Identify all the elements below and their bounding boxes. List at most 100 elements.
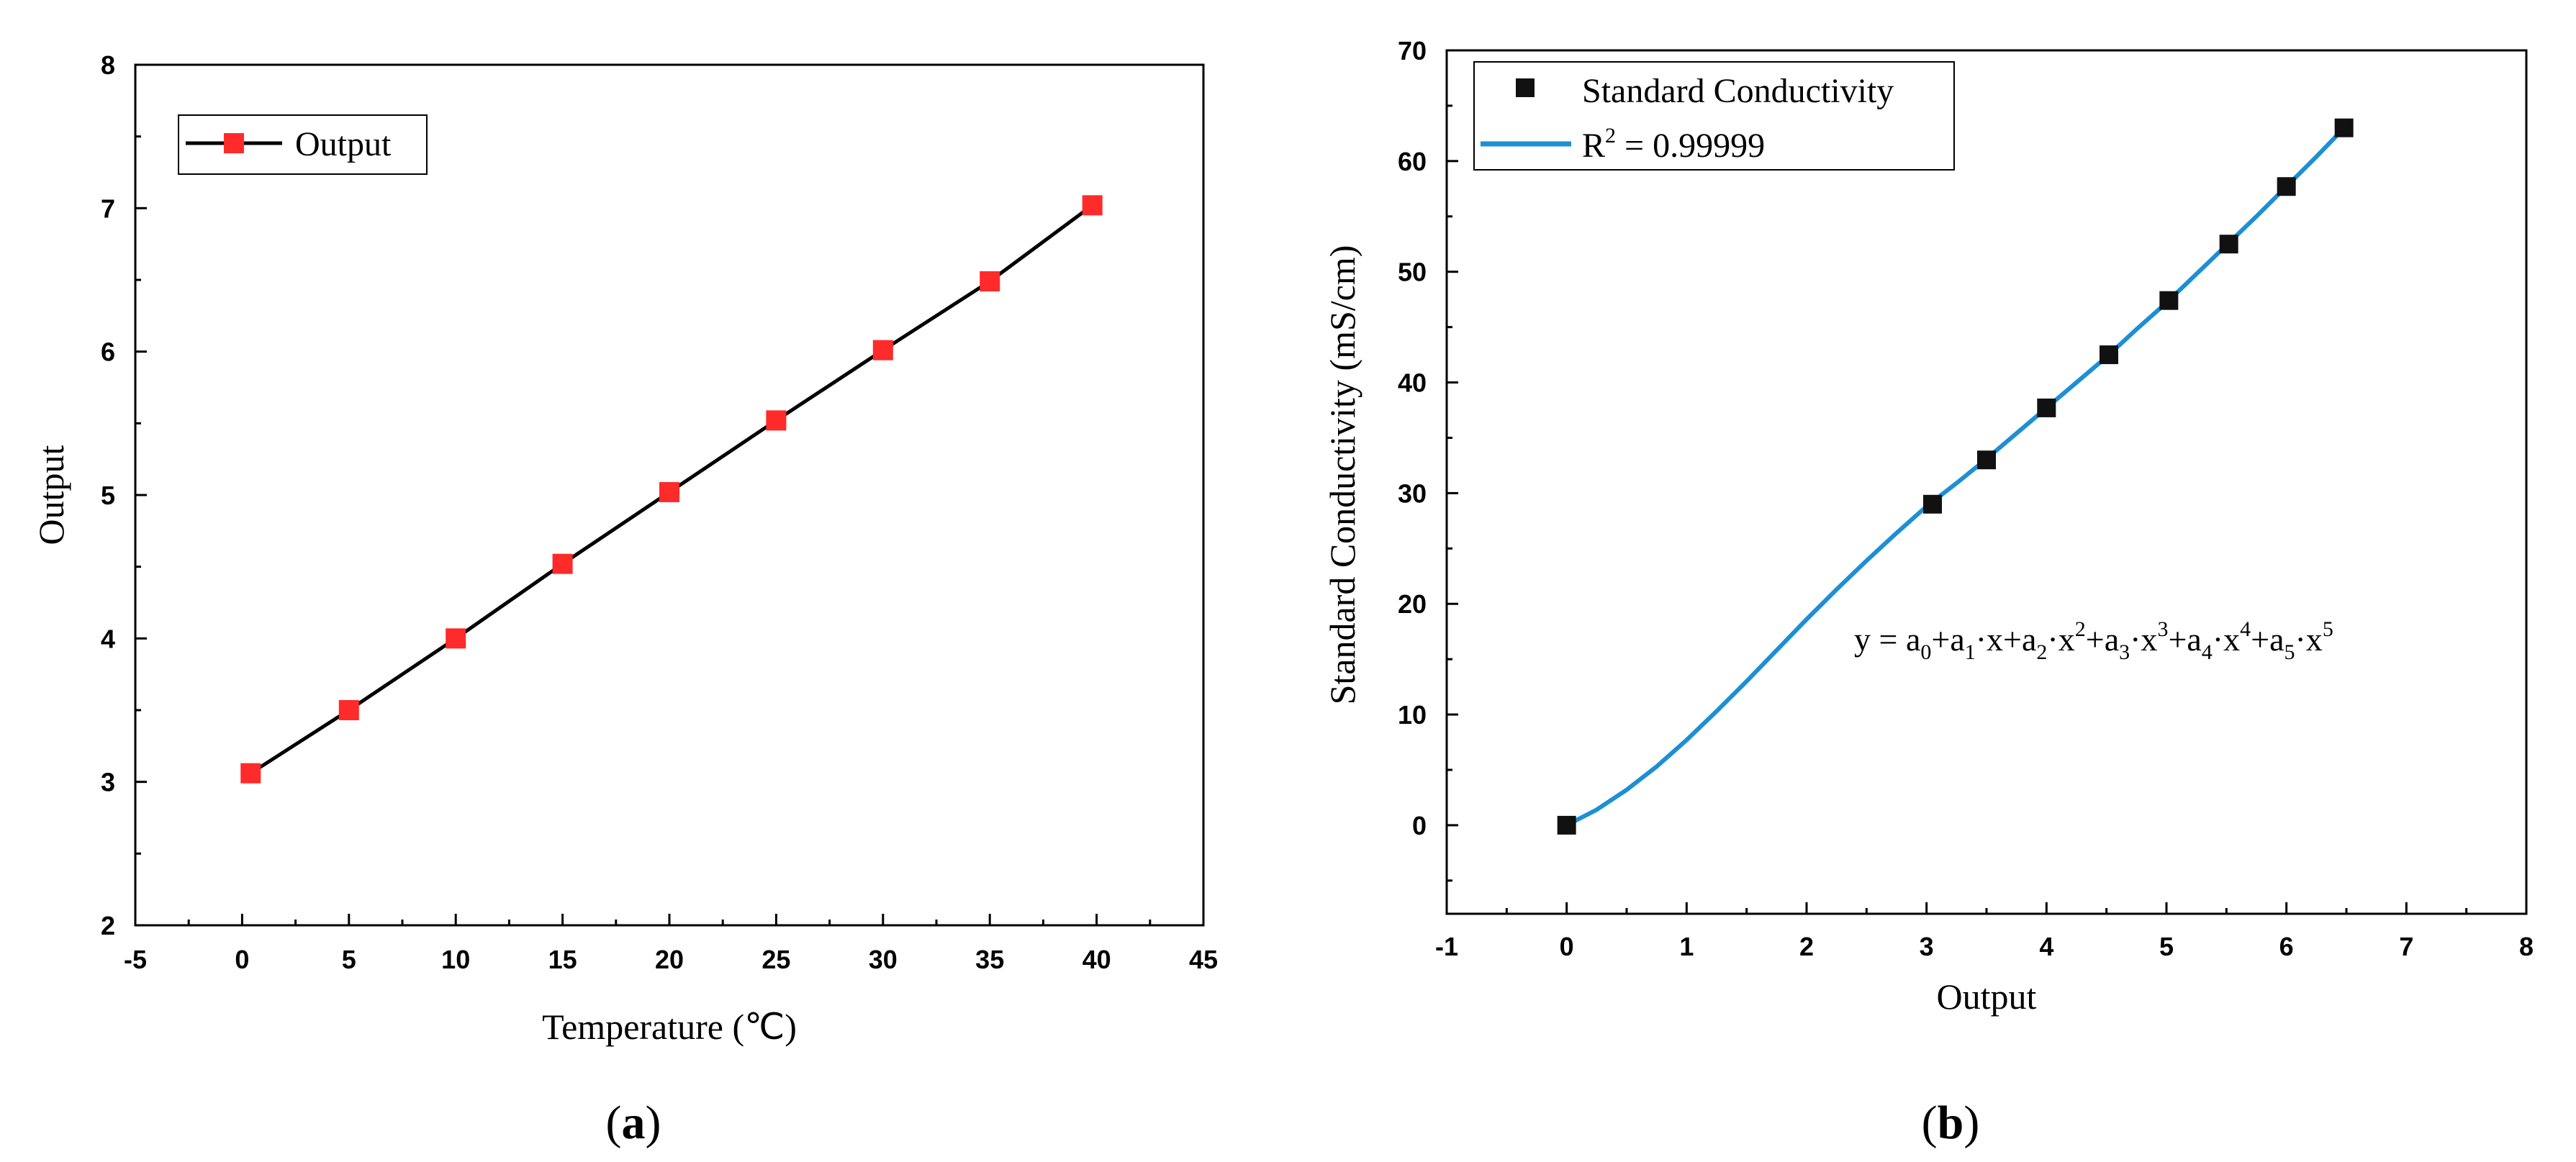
legend-marker-icon-output — [224, 133, 244, 153]
x-axis-title-b: Output — [1937, 976, 2037, 1017]
panel-label-a-letter: a — [622, 1097, 646, 1149]
legend-label-output: Output — [295, 125, 392, 163]
output-point — [872, 340, 893, 360]
conductivity-point — [2159, 291, 2179, 310]
y-tick-label-a: 7 — [101, 194, 115, 223]
fit-equation: y = a0+a1·x+a2·x2+a3·x3+a4·x4+a5·x5 — [1854, 617, 2333, 664]
y-tick-label-a: 4 — [101, 624, 115, 653]
eq-x1: ·x+a — [1976, 621, 2037, 658]
x-tick-label-a: 10 — [441, 945, 470, 974]
legend-fit-prefix: R — [1582, 127, 1605, 165]
x-tick-label-b: 6 — [2279, 932, 2294, 961]
y-tick-label-a: 2 — [101, 911, 115, 940]
output-point — [766, 410, 787, 431]
output-point — [552, 553, 573, 574]
conductivity-point — [2277, 177, 2296, 196]
x-tick-label-a: 20 — [655, 945, 684, 974]
panel-label-b: (b) — [1922, 1097, 1980, 1149]
x-tick-label-b: 4 — [2039, 932, 2053, 961]
y-tick-label-b: 20 — [1398, 589, 1427, 619]
y-tick-label-a: 3 — [101, 768, 115, 797]
y-tick-label-a: 5 — [101, 481, 115, 510]
eq-exp-3: 3 — [2157, 617, 2168, 641]
y-axis-title-b: Standard Conductivity (mS/cm) — [1322, 245, 1362, 705]
x-tick-label-b: 1 — [1679, 932, 1694, 961]
x-tick-label-a: 5 — [342, 945, 356, 974]
panel-label-a: (a) — [606, 1097, 661, 1149]
eq-x5: ·x — [2295, 621, 2322, 658]
conductivity-point — [2219, 235, 2238, 254]
output-point — [446, 628, 466, 649]
eq-sub-3: 3 — [2119, 640, 2130, 664]
conductivity-point — [1923, 494, 1942, 514]
panel-label-b-letter: b — [1938, 1097, 1964, 1149]
output-point — [1082, 195, 1103, 216]
output-point — [659, 482, 679, 503]
y-tick-label-b: 10 — [1398, 700, 1427, 730]
x-tick-label-a: 45 — [1189, 945, 1218, 974]
y-tick-label-b: 0 — [1412, 811, 1427, 840]
legend-a: Output — [178, 114, 428, 175]
x-tick-label-b: 5 — [2159, 932, 2174, 961]
eq-x3: ·x — [2130, 621, 2157, 658]
eq-x2: ·x — [2047, 621, 2074, 658]
eq-a3: +a — [2086, 621, 2119, 658]
x-tick-label-a: 25 — [761, 945, 790, 974]
eq-sub-4: 4 — [2202, 640, 2213, 664]
eq-a5: +a — [2251, 621, 2284, 658]
conductivity-point — [1557, 815, 1576, 835]
series-output — [240, 195, 1103, 784]
conductivity-point — [1977, 450, 1996, 470]
legend-b: Standard Conductivity R2 = 0.99999 — [1473, 61, 1955, 171]
y-tick-label-b: 70 — [1398, 36, 1427, 65]
legend-fit-suffix: = 0.99999 — [1616, 127, 1765, 165]
plot-frame-b — [1445, 49, 2528, 915]
eq-a0: a — [1906, 621, 1920, 658]
output-point — [980, 271, 1000, 291]
legend-marker-icon-conductivity — [1516, 78, 1535, 97]
conductivity-point — [2100, 345, 2118, 365]
x-tick-label-b: 3 — [1920, 932, 1934, 961]
eq-sub-2: 2 — [2036, 640, 2047, 664]
eq-a4: +a — [2168, 621, 2201, 658]
y-axis-title-a: Output — [31, 445, 71, 545]
eq-sub-0: 0 — [1920, 640, 1931, 664]
series-standard-conductivity — [1557, 118, 2354, 835]
x-tick-label-b: -1 — [1435, 932, 1458, 961]
x-tick-label-a: 30 — [869, 945, 898, 974]
eq-sub-5: 5 — [2284, 640, 2295, 664]
fit-curve — [1565, 124, 2349, 827]
eq-exp-5: 5 — [2323, 617, 2333, 641]
x-tick-label-a: 35 — [975, 945, 1004, 974]
y-tick-label-a: 8 — [101, 50, 115, 80]
x-tick-label-a: 40 — [1083, 945, 1111, 974]
y-tick-label-b: 60 — [1398, 147, 1427, 176]
eq-x4: ·x — [2213, 621, 2240, 658]
y-tick-label-a: 6 — [101, 337, 115, 367]
series-fit-curve — [1565, 124, 2349, 827]
eq-exp-2: 2 — [2075, 617, 2086, 641]
eq-y: y — [1854, 621, 1871, 658]
x-tick-label-b: 7 — [2399, 932, 2413, 961]
conductivity-point — [2334, 118, 2354, 137]
y-tick-label-b: 50 — [1398, 258, 1427, 287]
y-tick-label-b: 40 — [1398, 368, 1427, 398]
eq-sub-1: 1 — [1965, 640, 1976, 664]
x-tick-label-b: 0 — [1560, 932, 1574, 961]
output-point — [240, 763, 261, 784]
legend-box-b — [1473, 61, 1955, 171]
x-tick-label-b: 8 — [2519, 932, 2534, 961]
eq-exp-4: 4 — [2240, 617, 2251, 641]
x-tick-label-a: -5 — [124, 945, 147, 974]
x-tick-label-a: 15 — [548, 945, 577, 974]
x-axis-title-a: Temperature (℃) — [542, 1007, 797, 1047]
conductivity-point — [2037, 398, 2056, 417]
x-tick-label-b: 2 — [1799, 932, 1814, 961]
output-point — [338, 700, 359, 720]
x-tick-label-a: 0 — [235, 945, 249, 974]
